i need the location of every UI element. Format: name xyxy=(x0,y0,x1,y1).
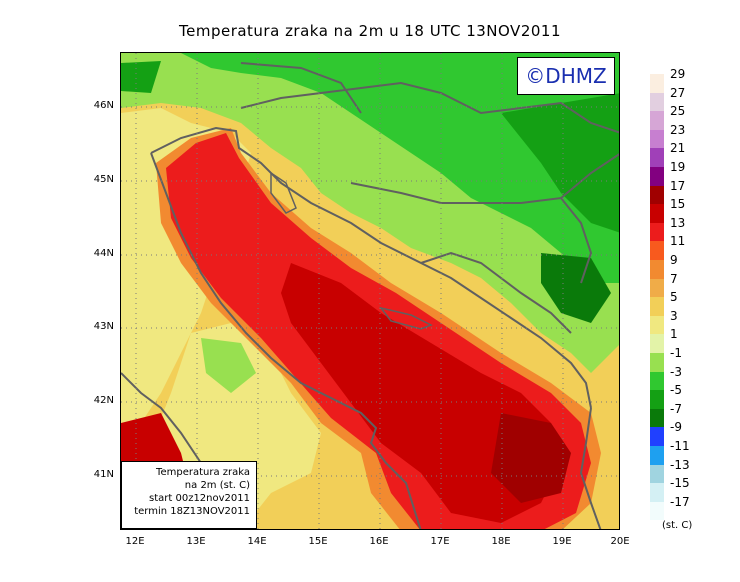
info-line-4: termin 18Z13NOV2011 xyxy=(134,506,250,517)
legend-swatch xyxy=(650,390,664,409)
temperature-field xyxy=(121,53,619,529)
south-sea-hottest-zone xyxy=(491,413,571,503)
legend-label: -1 xyxy=(670,346,682,360)
legend-swatch xyxy=(650,111,664,130)
legend-label: 15 xyxy=(670,197,686,212)
legend-label: -17 xyxy=(670,494,690,509)
island-hvar xyxy=(379,306,433,330)
legend-label: -3 xyxy=(670,364,682,379)
adriatic-east-coastline xyxy=(150,126,592,409)
legend-swatch xyxy=(650,222,664,242)
copyright-label: ©DHMZ xyxy=(517,57,615,95)
albania-coastline xyxy=(579,407,602,529)
serbia-border xyxy=(560,153,619,199)
island-krk xyxy=(270,171,297,214)
legend-label: 3 xyxy=(670,308,678,323)
lon-label: 19E xyxy=(552,536,572,547)
legend-swatch xyxy=(650,334,664,353)
graticule xyxy=(121,53,619,529)
legend-swatch xyxy=(650,371,664,391)
lon-label: 13E xyxy=(186,536,206,547)
legend-label: -5 xyxy=(670,383,682,398)
legend-label: 29 xyxy=(670,67,686,81)
lon-label: 15E xyxy=(308,536,328,547)
legend-swatch xyxy=(650,408,664,428)
legend-swatch xyxy=(650,297,664,316)
italy-east-coastline xyxy=(150,152,422,529)
legend-label: 25 xyxy=(670,104,686,119)
lat-label: 42N xyxy=(93,395,114,406)
legend-swatch xyxy=(650,129,664,149)
legend-label: -13 xyxy=(670,457,690,472)
legend-swatch xyxy=(650,92,664,112)
legend-label: -9 xyxy=(670,420,682,435)
legend-swatch xyxy=(650,204,664,223)
lon-label: 16E xyxy=(369,536,389,547)
lon-label: 12E xyxy=(125,536,145,547)
lon-label: 14E xyxy=(247,536,267,547)
legend-unit: (st. C) xyxy=(662,520,693,531)
lon-label: 20E xyxy=(610,536,630,547)
legend-swatch xyxy=(650,185,664,205)
nw-cold-zone xyxy=(121,61,161,93)
legend-label: 1 xyxy=(670,327,678,342)
legend-label: 21 xyxy=(670,141,686,156)
legend-label: 9 xyxy=(670,253,678,267)
lat-label: 43N xyxy=(93,321,114,332)
info-line-2: na 2m (st. C) xyxy=(184,480,250,491)
info-line-1: Temperatura zraka xyxy=(156,467,250,478)
lat-label: 44N xyxy=(93,248,114,259)
legend-label: 23 xyxy=(670,122,686,137)
legend-swatch xyxy=(650,278,664,298)
colder-land-zone xyxy=(181,53,619,283)
legend-swatch xyxy=(650,167,664,186)
legend-swatch xyxy=(650,148,664,167)
legend-label: 5 xyxy=(670,290,678,305)
forecast-info-box: Temperatura zraka na 2m (st. C) start 00… xyxy=(121,461,257,529)
legend-label: -7 xyxy=(670,401,682,416)
legend-label: -15 xyxy=(670,476,690,491)
lat-label: 46N xyxy=(93,100,114,111)
legend-swatch xyxy=(650,241,664,260)
apennine-cold-spot xyxy=(201,338,256,393)
legend-swatch xyxy=(650,427,664,446)
legend-swatch xyxy=(650,464,664,484)
info-line-3: start 00z12nov2011 xyxy=(149,493,250,504)
bosnia-north-border xyxy=(350,182,593,284)
legend-swatch xyxy=(650,446,664,465)
legend-label: 27 xyxy=(670,85,686,100)
lat-label: 45N xyxy=(93,174,114,185)
legend-swatch xyxy=(650,501,664,521)
legend-swatch xyxy=(650,483,664,502)
map-title: Temperatura zraka na 2m u 18 UTC 13NOV20… xyxy=(178,22,561,40)
legend-label: 19 xyxy=(670,160,686,174)
mountain-cold-zone xyxy=(541,253,611,323)
lon-label: 18E xyxy=(491,536,511,547)
coldest-land-zone xyxy=(501,93,619,233)
legend-label: 13 xyxy=(670,215,686,230)
legend-swatch xyxy=(650,74,664,93)
lon-label: 17E xyxy=(430,536,450,547)
legend-label: 7 xyxy=(670,271,678,286)
legend-label: 17 xyxy=(670,178,686,193)
legend-label: 11 xyxy=(670,234,686,249)
austria-border xyxy=(240,62,362,114)
legend-swatch xyxy=(650,315,664,335)
legend-swatch xyxy=(650,260,664,279)
temperature-map: ©DHMZ Temperatura zraka na 2m (st. C) st… xyxy=(120,52,620,530)
legend-swatch xyxy=(650,353,664,372)
legend-label: -11 xyxy=(670,439,690,453)
lat-label: 41N xyxy=(93,469,114,480)
